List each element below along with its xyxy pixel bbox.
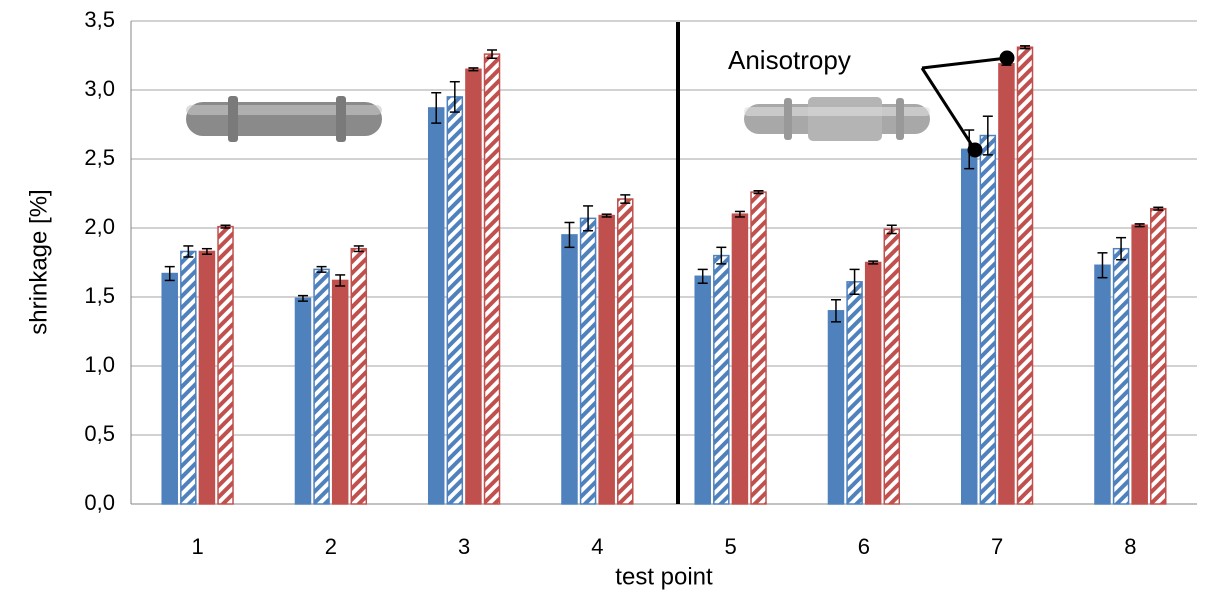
bar xyxy=(1132,225,1147,504)
bar xyxy=(828,311,843,504)
bar xyxy=(847,282,862,504)
y-axis-title: shrinkage [%] xyxy=(25,189,52,334)
x-tick-label: 8 xyxy=(1124,534,1136,559)
bar xyxy=(1114,249,1129,504)
bar xyxy=(751,192,766,504)
bar xyxy=(218,227,233,504)
x-tick-label: 5 xyxy=(725,534,737,559)
bar xyxy=(866,263,881,505)
bar xyxy=(351,249,366,504)
bar xyxy=(980,136,995,504)
bar xyxy=(466,69,481,504)
bar xyxy=(447,97,462,504)
annotation: Anisotropy xyxy=(728,45,851,75)
x-axis-title: test point xyxy=(615,563,713,590)
bar xyxy=(962,149,977,504)
y-tick-label: 3,5 xyxy=(84,7,115,32)
bar xyxy=(1095,265,1110,504)
bar xyxy=(562,235,577,504)
part-image-right xyxy=(744,97,930,141)
y-tick-label: 0,5 xyxy=(84,421,115,446)
bar xyxy=(199,251,214,504)
bar xyxy=(333,280,348,504)
bar xyxy=(162,274,177,504)
chart: shrinkage [%] test point 0,0 0,5 1,0 1,5 2,0… xyxy=(0,0,1214,593)
x-tick-label: 3 xyxy=(458,534,470,559)
y-tick-label: 2,5 xyxy=(84,145,115,170)
bar xyxy=(1018,47,1033,504)
y-tick-label: 2,0 xyxy=(84,214,115,239)
y-tick-label: 0,0 xyxy=(84,490,115,515)
bar xyxy=(429,108,444,504)
y-tick-label: 1,5 xyxy=(84,283,115,308)
x-tick-label: 1 xyxy=(192,534,204,559)
bar xyxy=(884,229,899,504)
bar xyxy=(999,64,1014,504)
bar xyxy=(714,256,729,504)
bar xyxy=(314,269,329,504)
bar xyxy=(485,54,500,504)
x-tick-label: 2 xyxy=(325,534,337,559)
bar xyxy=(295,298,310,504)
bar xyxy=(618,199,633,504)
x-tick-label: 7 xyxy=(991,534,1003,559)
bar xyxy=(1151,209,1166,504)
y-tick-label: 1,0 xyxy=(84,352,115,377)
bar xyxy=(181,251,196,504)
bar xyxy=(695,276,710,504)
y-tick-label: 3,0 xyxy=(84,76,115,101)
x-tick-label: 6 xyxy=(858,534,870,559)
bar xyxy=(599,216,614,504)
bar xyxy=(581,218,596,504)
part-image-left xyxy=(186,96,382,142)
x-tick-label: 4 xyxy=(591,534,603,559)
bar xyxy=(732,214,747,504)
